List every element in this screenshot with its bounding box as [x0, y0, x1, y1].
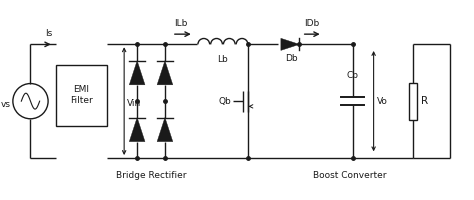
Text: ILb: ILb — [174, 19, 188, 28]
Text: EMI
Filter: EMI Filter — [70, 85, 93, 105]
Polygon shape — [129, 118, 145, 142]
Polygon shape — [281, 38, 300, 50]
Text: Is: Is — [45, 29, 52, 38]
Text: Vin: Vin — [127, 99, 141, 108]
Polygon shape — [129, 61, 145, 85]
Bar — [409, 83, 417, 120]
Bar — [56, 65, 107, 126]
Text: Vo: Vo — [377, 97, 388, 106]
Text: Boost Converter: Boost Converter — [312, 171, 386, 180]
Text: vs: vs — [0, 100, 10, 109]
Text: R: R — [421, 96, 428, 106]
Text: Lb: Lb — [218, 55, 228, 64]
Polygon shape — [157, 118, 173, 142]
Text: Db: Db — [285, 54, 297, 63]
Text: IDb: IDb — [304, 19, 319, 28]
Text: Bridge Rectifier: Bridge Rectifier — [116, 171, 186, 180]
Text: Cb: Cb — [347, 71, 359, 80]
Polygon shape — [157, 61, 173, 85]
Text: Qb: Qb — [218, 97, 231, 106]
